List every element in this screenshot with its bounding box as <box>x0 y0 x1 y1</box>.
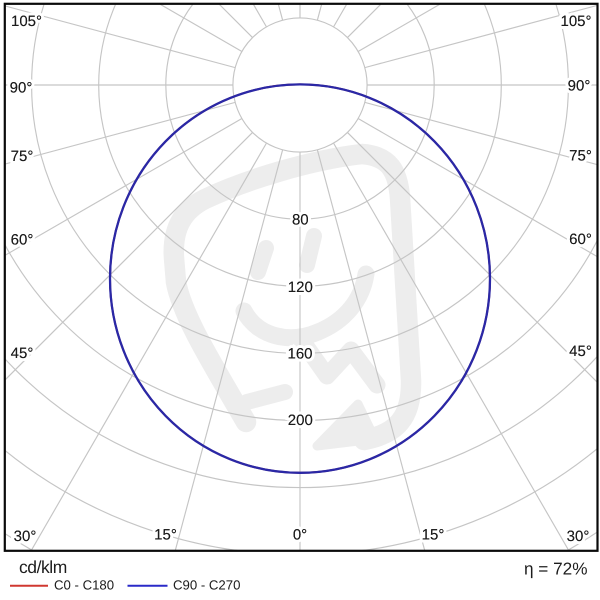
svg-text:90°: 90° <box>568 78 591 95</box>
svg-text:160: 160 <box>287 346 312 363</box>
svg-text:C0 - C180: C0 - C180 <box>54 577 114 592</box>
svg-text:200: 200 <box>288 412 313 429</box>
svg-text:60°: 60° <box>569 231 592 248</box>
svg-text:80: 80 <box>292 212 309 229</box>
svg-text:60°: 60° <box>569 231 592 248</box>
svg-text:η = 72%: η = 72% <box>524 559 588 579</box>
svg-text:30°: 30° <box>567 528 590 545</box>
svg-text:75°: 75° <box>11 148 34 165</box>
svg-text:90°: 90° <box>10 80 33 97</box>
svg-text:75°: 75° <box>569 148 592 165</box>
svg-text:90°: 90° <box>568 78 591 95</box>
svg-text:80: 80 <box>292 212 309 229</box>
svg-text:120: 120 <box>288 279 313 296</box>
svg-text:105°: 105° <box>560 13 591 30</box>
svg-text:cd/klm: cd/klm <box>19 557 67 577</box>
svg-text:75°: 75° <box>11 148 34 165</box>
svg-text:75°: 75° <box>569 148 592 165</box>
svg-text:30°: 30° <box>567 528 590 545</box>
svg-text:45°: 45° <box>569 343 592 360</box>
svg-text:C90 - C270: C90 - C270 <box>173 577 240 592</box>
svg-text:45°: 45° <box>11 345 34 362</box>
svg-text:60°: 60° <box>11 232 34 249</box>
svg-text:60°: 60° <box>11 232 34 249</box>
svg-text:15°: 15° <box>422 527 445 544</box>
svg-text:105°: 105° <box>11 13 42 30</box>
svg-text:15°: 15° <box>154 527 177 544</box>
svg-text:120: 120 <box>288 279 313 296</box>
svg-text:30°: 30° <box>14 528 37 545</box>
svg-text:15°: 15° <box>154 527 177 544</box>
svg-text:200: 200 <box>288 412 313 429</box>
svg-text:30°: 30° <box>14 528 37 545</box>
svg-text:105°: 105° <box>11 13 42 30</box>
svg-text:0°: 0° <box>293 527 307 544</box>
svg-text:45°: 45° <box>569 343 592 360</box>
svg-text:160: 160 <box>287 346 312 363</box>
svg-text:105°: 105° <box>560 13 591 30</box>
svg-text:15°: 15° <box>422 527 445 544</box>
svg-text:0°: 0° <box>293 527 307 544</box>
svg-text:90°: 90° <box>10 80 33 97</box>
svg-text:45°: 45° <box>11 345 34 362</box>
